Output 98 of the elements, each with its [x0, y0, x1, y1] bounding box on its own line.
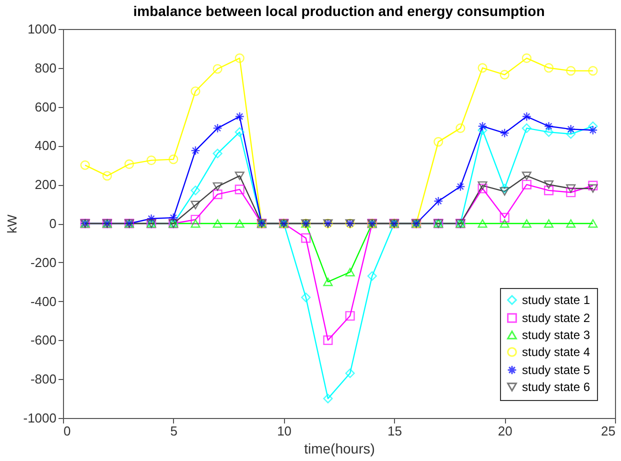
- point: [367, 271, 377, 281]
- point: [234, 53, 244, 63]
- point: [212, 123, 222, 133]
- point: [522, 180, 532, 190]
- point: [168, 154, 178, 164]
- y-tick-label: 800: [34, 60, 56, 76]
- point: [566, 129, 576, 139]
- point: [522, 123, 532, 133]
- point: [456, 182, 466, 192]
- x-tick-label: 0: [64, 424, 71, 438]
- point: [478, 181, 488, 190]
- point: [124, 159, 134, 169]
- legend-label: study state 6: [522, 380, 590, 394]
- point: [234, 219, 244, 228]
- point: [456, 123, 466, 133]
- point: [478, 121, 488, 132]
- point: [588, 180, 598, 190]
- y-axis-title: kW: [4, 214, 20, 234]
- point: [190, 219, 200, 228]
- point: [588, 219, 598, 228]
- y-tick-label: 0: [49, 216, 56, 231]
- point: [301, 292, 311, 302]
- point: [146, 214, 156, 224]
- point: [500, 219, 510, 228]
- point: [212, 182, 222, 191]
- point: [80, 160, 90, 170]
- point: [190, 214, 200, 224]
- point: [323, 394, 333, 404]
- point: [190, 86, 200, 96]
- point: [588, 125, 598, 135]
- x-tick-label: 25: [601, 424, 616, 438]
- y-tick-label: 400: [34, 138, 56, 154]
- point: [434, 196, 444, 206]
- point: [168, 212, 178, 222]
- point: [102, 171, 112, 181]
- point: [345, 268, 355, 276]
- point: [522, 219, 532, 228]
- legend-label: study state 1: [522, 293, 590, 307]
- point: [500, 128, 510, 138]
- y-tick-label: 600: [34, 99, 56, 114]
- point: [500, 70, 510, 80]
- point: [323, 335, 333, 345]
- chart-title: imbalance between local production and energy consumption: [133, 3, 545, 19]
- y-tick-label: 200: [34, 177, 56, 192]
- point: [212, 190, 222, 200]
- point: [190, 146, 200, 156]
- x-tick-label: 5: [170, 424, 178, 438]
- point: [544, 63, 554, 73]
- point: [234, 112, 244, 122]
- x-tick-label: 15: [387, 424, 402, 438]
- point: [566, 66, 576, 76]
- point: [566, 188, 576, 198]
- point: [544, 219, 554, 228]
- point: [478, 219, 488, 228]
- point: [544, 121, 554, 132]
- point: [544, 180, 554, 189]
- y-tick-label: -400: [30, 294, 56, 309]
- point: [212, 219, 222, 228]
- point: [345, 311, 355, 321]
- point: [500, 187, 510, 196]
- x-axis-title: time(hours): [304, 440, 375, 456]
- point: [500, 184, 510, 194]
- point: [566, 184, 576, 193]
- point: [301, 233, 311, 243]
- point: [566, 124, 576, 134]
- point: [190, 186, 200, 196]
- point: [500, 212, 510, 222]
- y-tick-label: -1000: [23, 410, 56, 426]
- point: [190, 200, 200, 210]
- point: [522, 172, 532, 180]
- point: [566, 219, 576, 228]
- y-tick-label: -600: [30, 332, 56, 348]
- point: [588, 66, 598, 76]
- x-tick-label: 20: [498, 424, 512, 438]
- point: [212, 148, 222, 158]
- point: [234, 127, 244, 137]
- legend-label: study state 5: [522, 363, 590, 377]
- point: [345, 368, 355, 378]
- point: [234, 184, 244, 194]
- legend-label: study state 3: [522, 328, 590, 342]
- point: [478, 63, 488, 73]
- legend-label: study state 4: [522, 345, 590, 359]
- point: [212, 64, 222, 74]
- point: [588, 184, 598, 193]
- y-tick-label: -800: [30, 372, 56, 387]
- x-tick-label: 10: [277, 424, 292, 438]
- point: [234, 172, 244, 180]
- point: [478, 184, 488, 194]
- point: [323, 278, 333, 286]
- y-tick-label: -200: [30, 254, 56, 270]
- point: [544, 127, 554, 137]
- point: [522, 53, 532, 63]
- point: [522, 112, 532, 122]
- point: [146, 156, 156, 166]
- point: [544, 186, 554, 196]
- point: [434, 137, 444, 147]
- y-tick-label: 1000: [28, 22, 56, 36]
- legend-label: study state 2: [522, 311, 590, 325]
